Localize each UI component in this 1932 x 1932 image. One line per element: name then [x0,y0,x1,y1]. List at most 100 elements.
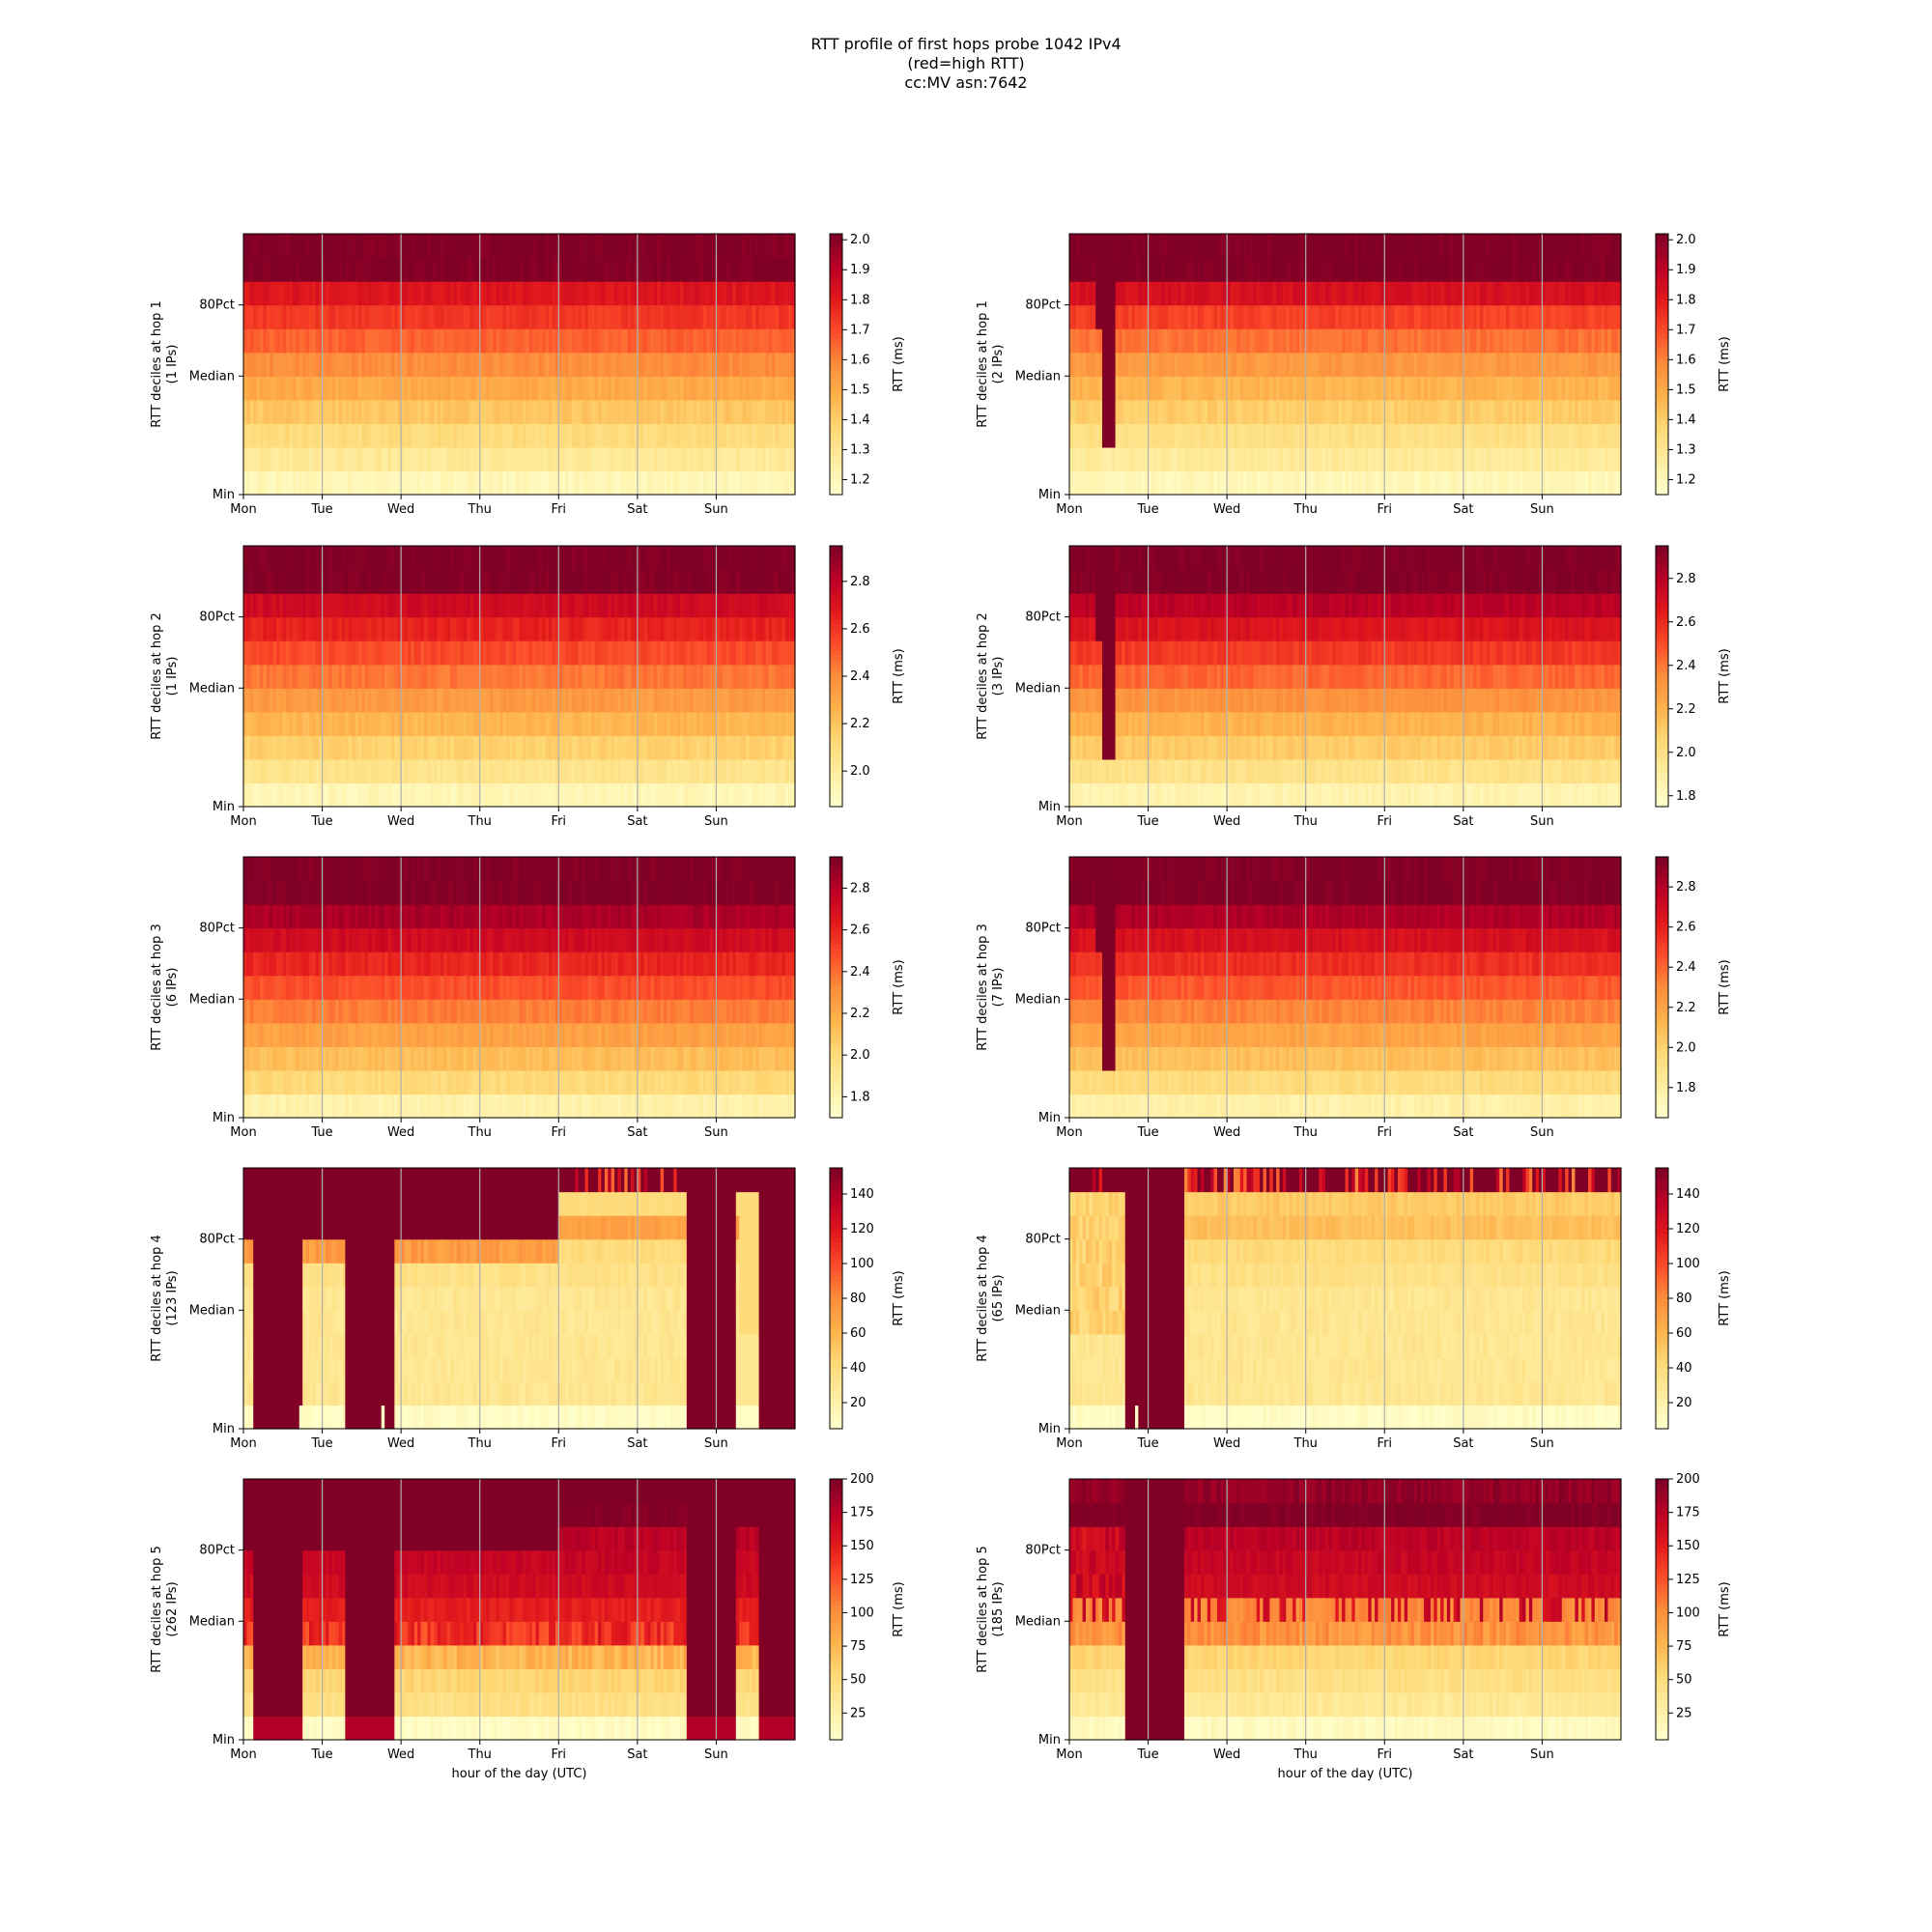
heatmap-cell [387,711,392,736]
colorbar-tick-label: 1.6 [850,353,870,367]
heatmap-cell [1069,446,1073,472]
colorbar-step [1656,408,1668,413]
heatmap-cell [716,257,721,282]
heatmap-cell [1105,304,1110,329]
heatmap-cell [305,664,310,689]
heatmap-cell [308,304,313,329]
heatmap-cell [453,328,458,354]
heatmap-cell [693,304,697,329]
heatmap-cell [571,328,576,354]
heatmap-cell [357,257,362,282]
heatmap-cell [1145,234,1150,259]
heatmap-cell [413,546,418,571]
heatmap-cell [643,304,648,329]
heatmap-cell [338,399,343,424]
colorbar-step [830,368,842,374]
heatmap-cell [331,234,336,259]
heatmap-cell [413,446,418,472]
heatmap-cell [467,328,471,354]
heatmap-cell [598,352,603,377]
heatmap-cell [275,281,280,306]
heatmap-cell [1095,257,1100,282]
heatmap-cell [729,234,734,259]
heatmap-cell [1098,399,1103,424]
heatmap-cell [772,470,777,496]
heatmap-cell [768,257,773,282]
heatmap-cell [286,234,291,259]
heatmap-cell [1164,328,1169,354]
heatmap-cell [1190,423,1195,448]
heatmap-cell [561,376,566,401]
heatmap-cell [601,257,606,282]
heatmap-cell [423,328,428,354]
colorbar-step [1656,290,1668,296]
heatmap-cell [397,423,402,448]
heatmap-cell [1089,399,1094,424]
heatmap-cell [601,376,606,401]
heatmap-cell [345,257,350,282]
heatmap-cell [407,446,412,472]
heatmap-cell [554,423,559,448]
heatmap-cell [302,234,307,259]
heatmap-cell [752,328,756,354]
heatmap-cell [571,399,576,424]
heatmap-cell [1174,423,1179,448]
heatmap-cell [483,376,488,401]
heatmap-cell [394,376,399,401]
heatmap-cell [624,399,629,424]
heatmap-cell [779,257,783,282]
heatmap-cell [1161,399,1166,424]
heatmap-cell [696,257,701,282]
heatmap-cell [706,446,711,472]
heatmap-cell [706,234,711,259]
heatmap-cell [423,304,428,329]
heatmap-cell [401,352,406,377]
heatmap-cell [1145,399,1150,424]
heatmap-cell [460,399,465,424]
heatmap-cell [732,328,737,354]
heatmap-cell [476,234,481,259]
heatmap-cell [378,399,383,424]
heatmap-cell [345,328,350,354]
heatmap-cell [364,376,369,401]
heatmap-cell [1131,281,1136,306]
heatmap-cell [483,711,488,736]
heatmap-cell [571,234,576,259]
heatmap-cell [1072,281,1077,306]
heatmap-cell [699,423,704,448]
heatmap-cell [315,616,320,641]
heatmap-cell [1171,470,1176,496]
heatmap-cell [713,352,718,377]
heatmap-cell [394,234,399,259]
heatmap-cell [739,257,744,282]
heatmap-cell [483,735,488,760]
heatmap-cell [788,234,793,259]
heatmap-cell [680,352,685,377]
heatmap-cell [522,257,526,282]
heatmap-cell [575,423,580,448]
heatmap-cell [584,328,589,354]
heatmap-cell [591,376,596,401]
heatmap-cell [308,376,313,401]
heatmap-cell [417,304,422,329]
heatmap-cell [1171,399,1176,424]
heatmap-cell [1178,470,1182,496]
heatmap-cell [371,304,376,329]
heatmap-cell [275,257,280,282]
heatmap-cell [587,446,592,472]
heatmap-cell [489,257,494,282]
heatmap-cell [289,546,294,571]
heatmap-cell [364,423,369,448]
heatmap-cell [637,328,641,354]
heatmap-cell [1122,423,1126,448]
heatmap-cell [331,304,336,329]
heatmap-cell [608,376,612,401]
heatmap-cell [1131,304,1136,329]
heatmap-cell [325,376,329,401]
colorbar-step [830,260,842,266]
heatmap-cell [305,758,310,784]
colorbar-step [830,347,842,353]
colorbar-step [830,359,842,365]
colorbar-tick-label: 1.4 [850,412,870,427]
heatmap-cell [1171,234,1176,259]
